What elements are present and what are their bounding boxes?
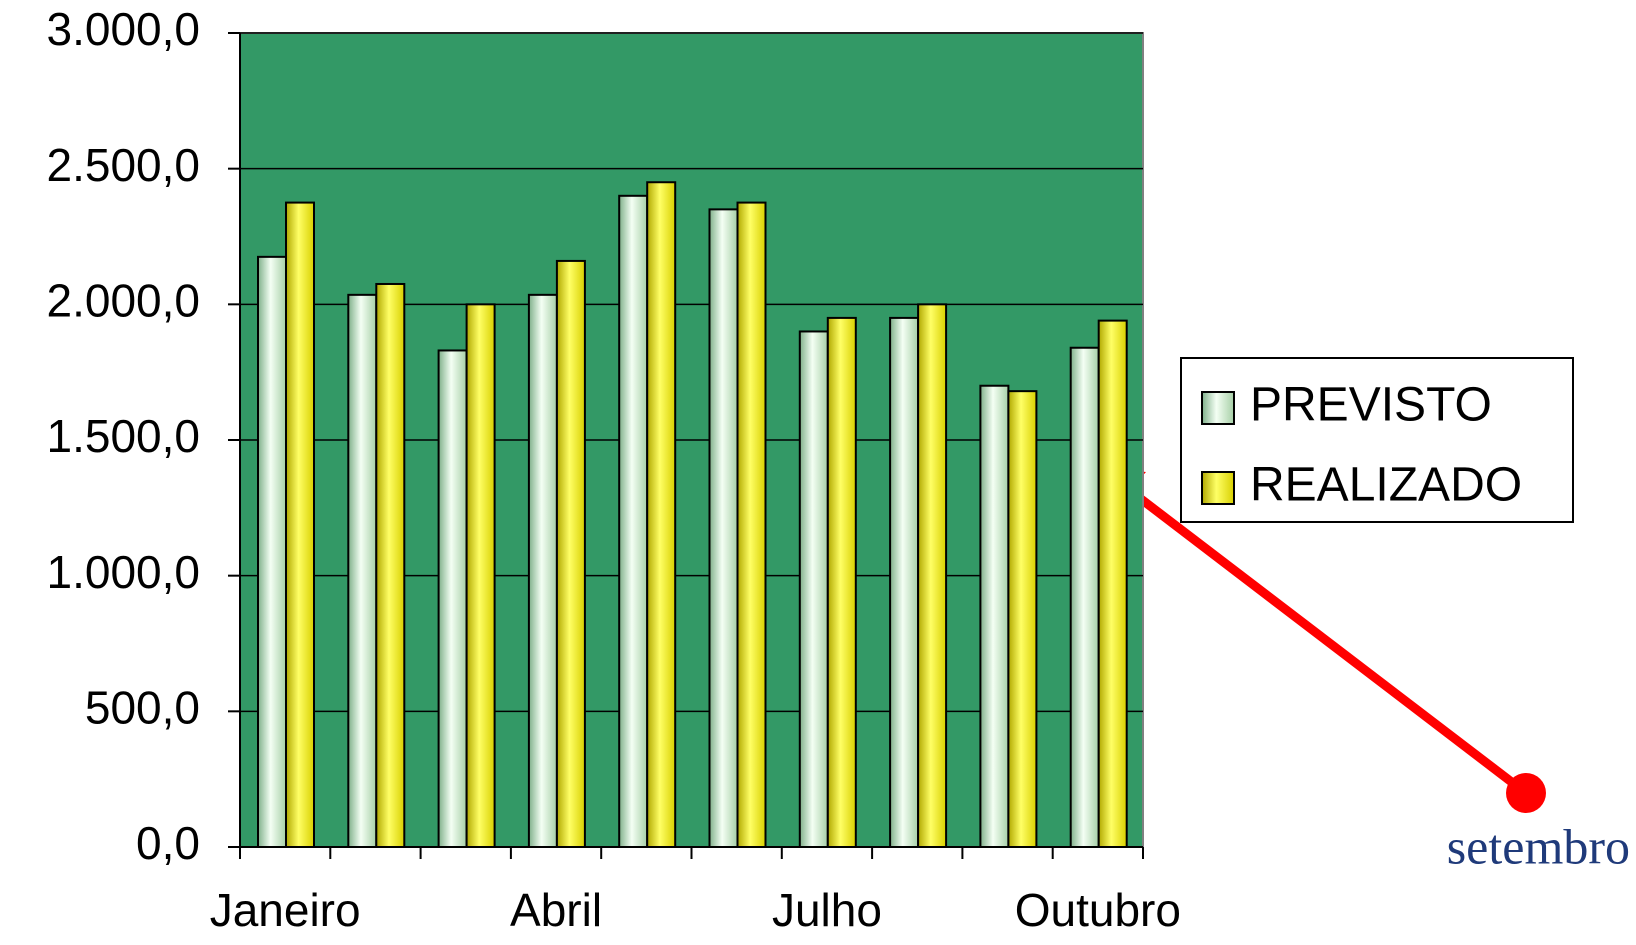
bar — [826, 316, 857, 848]
x-tick-label: Julho — [772, 884, 882, 936]
bar — [798, 330, 829, 848]
y-tick-label: 1.000,0 — [47, 546, 200, 598]
legend-label: PREVISTO — [1250, 379, 1492, 432]
bar — [917, 303, 948, 849]
bar — [889, 316, 920, 848]
y-tick-label: 500,0 — [85, 681, 200, 733]
bar — [979, 384, 1010, 848]
legend-swatch — [1201, 391, 1235, 425]
bar — [1097, 319, 1128, 848]
y-tick-label: 2.000,0 — [47, 274, 200, 326]
bar — [465, 303, 496, 849]
bar — [555, 259, 586, 849]
y-tick-label: 1.500,0 — [47, 410, 200, 462]
legend-label: REALIZADO — [1250, 459, 1522, 512]
bar — [646, 181, 677, 848]
bar — [708, 208, 739, 849]
bar — [347, 293, 378, 848]
x-tick-label: Outubro — [1015, 884, 1181, 936]
bar — [1007, 390, 1038, 848]
bar — [257, 255, 287, 849]
y-tick-label: 3.000,0 — [47, 3, 200, 55]
bar — [375, 282, 406, 848]
legend-swatch — [1201, 471, 1235, 505]
y-tick-label: 2.500,0 — [47, 139, 200, 191]
y-tick-label: 0,0 — [136, 817, 200, 869]
x-tick-label: Abril — [510, 884, 602, 936]
x-tick-label: Janeiro — [210, 884, 361, 936]
bar — [736, 201, 767, 849]
annotation: setembro — [1447, 818, 1630, 874]
bar — [1069, 346, 1100, 848]
legend-box — [1180, 357, 1574, 523]
bar — [285, 201, 315, 849]
arrow-dot — [1506, 773, 1546, 813]
bar — [437, 349, 468, 848]
bar — [618, 194, 649, 849]
arrow-line — [1117, 479, 1529, 797]
bar — [527, 293, 558, 848]
